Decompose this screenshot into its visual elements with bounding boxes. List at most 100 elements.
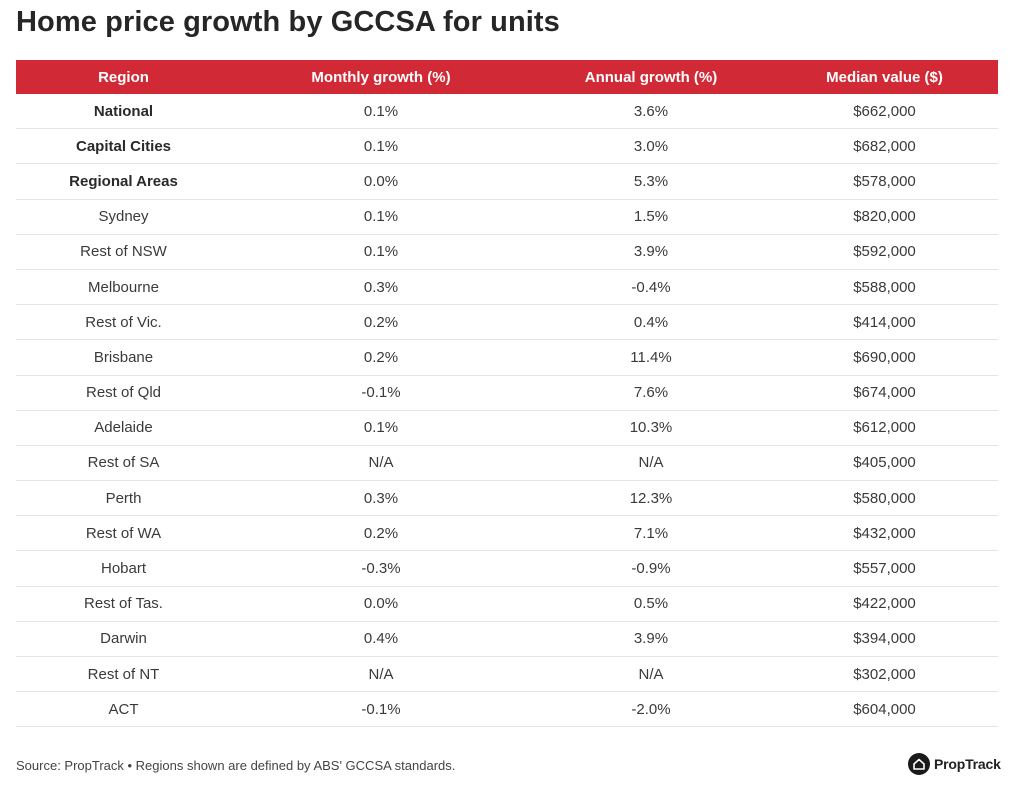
cell-monthly-growth: 0.1%: [363, 243, 399, 261]
cell-region: National: [93, 102, 154, 120]
cell-median-value: $422,000: [853, 595, 916, 613]
cell-median-value: $662,000: [853, 102, 916, 120]
table-row: ACT -0.1% -2.0% $604,000: [16, 692, 998, 728]
source-note: Source: PropTrack • Regions shown are de…: [16, 758, 456, 773]
cell-region: Rest of NT: [87, 665, 160, 683]
cell-monthly-growth: 0.1%: [363, 419, 399, 437]
cell-region: Darwin: [100, 630, 147, 648]
table-row: Adelaide 0.1% 10.3% $612,000: [16, 411, 998, 446]
cell-annual-growth: 0.4%: [633, 313, 669, 331]
cell-monthly-growth: 0.2%: [363, 524, 399, 542]
header-region: Region: [98, 68, 149, 86]
table-row: Perth 0.3% 12.3% $580,000: [16, 481, 998, 517]
table-row: Regional Areas 0.0% 5.3% $578,000: [16, 164, 998, 200]
cell-region: Rest of Tas.: [84, 595, 163, 613]
cell-region: Hobart: [100, 560, 147, 578]
house-icon: [908, 753, 930, 775]
table-row: National 0.1% 3.6% $662,000: [16, 94, 998, 130]
cell-annual-growth: 7.1%: [633, 524, 669, 542]
logo-text: PropTrack: [934, 756, 1001, 772]
header-median-value: Median value ($): [826, 68, 943, 86]
cell-annual-growth: 0.5%: [633, 595, 669, 613]
table-row: Rest of NT N/A N/A $302,000: [16, 657, 998, 693]
cell-median-value: $604,000: [853, 700, 916, 718]
cell-median-value: $557,000: [853, 560, 916, 578]
cell-monthly-growth: 0.2%: [363, 348, 399, 366]
cell-median-value: $592,000: [853, 243, 916, 261]
table-header: Region Monthly growth (%) Annual growth …: [16, 60, 998, 94]
cell-annual-growth: 5.3%: [633, 172, 669, 190]
cell-median-value: $394,000: [853, 630, 916, 648]
table-row: Melbourne 0.3% -0.4% $588,000: [16, 270, 998, 306]
table-row: Rest of WA 0.2% 7.1% $432,000: [16, 516, 998, 552]
cell-annual-growth: 1.5%: [633, 208, 669, 226]
cell-region: Sydney: [98, 208, 149, 226]
cell-median-value: $674,000: [853, 384, 916, 402]
cell-monthly-growth: 0.0%: [363, 172, 399, 190]
cell-monthly-growth: 0.1%: [363, 102, 399, 120]
cell-median-value: $578,000: [853, 172, 916, 190]
cell-region: Adelaide: [94, 419, 153, 437]
table-row: Sydney 0.1% 1.5% $820,000: [16, 200, 998, 235]
cell-monthly-growth: 0.1%: [363, 208, 399, 226]
growth-table: Region Monthly growth (%) Annual growth …: [16, 60, 998, 728]
cell-annual-growth: 3.9%: [633, 630, 669, 648]
table-row: Rest of Qld -0.1% 7.6% $674,000: [16, 376, 998, 411]
cell-annual-growth: 3.6%: [633, 102, 669, 120]
cell-monthly-growth: -0.3%: [361, 560, 401, 578]
table-row: Capital Cities 0.1% 3.0% $682,000: [16, 129, 998, 165]
cell-monthly-growth: 0.3%: [363, 489, 399, 507]
header-annual-growth: Annual growth (%): [584, 68, 718, 86]
table-row: Rest of Vic. 0.2% 0.4% $414,000: [16, 305, 998, 341]
cell-annual-growth: -0.9%: [631, 560, 671, 578]
cell-median-value: $588,000: [853, 278, 916, 296]
cell-annual-growth: 12.3%: [629, 489, 673, 507]
cell-monthly-growth: 0.1%: [363, 137, 399, 155]
cell-annual-growth: -2.0%: [631, 700, 671, 718]
cell-annual-growth: N/A: [638, 665, 664, 683]
cell-median-value: $690,000: [853, 348, 916, 366]
table-row: Hobart -0.3% -0.9% $557,000: [16, 551, 998, 587]
cell-median-value: $432,000: [853, 524, 916, 542]
cell-monthly-growth: N/A: [368, 665, 394, 683]
cell-median-value: $414,000: [853, 313, 916, 331]
chart-title: Home price growth by GCCSA for units: [16, 6, 560, 38]
cell-monthly-growth: 0.3%: [363, 278, 399, 296]
cell-monthly-growth: -0.1%: [361, 384, 401, 402]
cell-annual-growth: -0.4%: [631, 278, 671, 296]
cell-region: Perth: [105, 489, 142, 507]
cell-annual-growth: 11.4%: [630, 348, 672, 366]
cell-region: Rest of Qld: [85, 384, 162, 402]
cell-median-value: $682,000: [853, 137, 916, 155]
table-row: Rest of NSW 0.1% 3.9% $592,000: [16, 235, 998, 270]
cell-region: Brisbane: [93, 348, 154, 366]
cell-median-value: $612,000: [853, 419, 916, 437]
header-monthly-growth: Monthly growth (%): [311, 68, 451, 86]
cell-annual-growth: 7.6%: [633, 384, 669, 402]
cell-monthly-growth: 0.4%: [363, 630, 399, 648]
cell-monthly-growth: -0.1%: [361, 700, 401, 718]
cell-region: Rest of SA: [87, 454, 160, 472]
table-row: Rest of Tas. 0.0% 0.5% $422,000: [16, 587, 998, 622]
cell-region: Melbourne: [88, 278, 159, 296]
cell-monthly-growth: N/A: [368, 454, 394, 472]
cell-annual-growth: 10.3%: [629, 419, 673, 437]
cell-median-value: $820,000: [853, 208, 916, 226]
cell-annual-growth: 3.9%: [633, 243, 669, 261]
table-row: Darwin 0.4% 3.9% $394,000: [16, 622, 998, 657]
cell-region: Rest of WA: [85, 524, 162, 542]
cell-monthly-growth: 0.0%: [363, 595, 399, 613]
cell-region: ACT: [108, 700, 139, 718]
cell-region: Capital Cities: [75, 137, 172, 155]
table-body: National 0.1% 3.6% $662,000 Capital Cities 0.…: [16, 94, 998, 728]
cell-annual-growth: 3.0%: [633, 137, 669, 155]
cell-median-value: $580,000: [853, 489, 916, 507]
cell-region: Rest of NSW: [80, 243, 167, 261]
proptrack-logo: PropTrack: [908, 753, 1001, 775]
cell-median-value: $405,000: [853, 454, 916, 472]
cell-annual-growth: N/A: [638, 454, 664, 472]
cell-region: Regional Areas: [69, 172, 178, 190]
cell-region: Rest of Vic.: [85, 313, 162, 331]
cell-median-value: $302,000: [853, 665, 916, 683]
cell-monthly-growth: 0.2%: [363, 313, 399, 331]
